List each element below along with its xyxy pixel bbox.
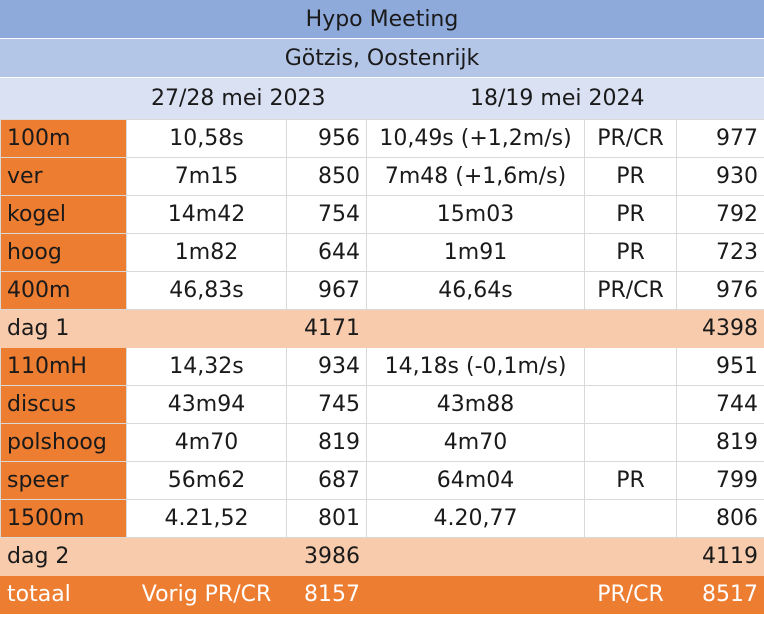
empty-cell <box>126 537 287 576</box>
result-2023: 7m15 <box>126 157 287 196</box>
result-2024: 10,49s (+1,2m/s) <box>366 119 585 158</box>
points-2023: 956 <box>286 119 367 158</box>
event-label: discus <box>0 385 127 424</box>
event-label: 110mH <box>0 347 127 386</box>
record-note <box>584 499 677 538</box>
record-note: PR <box>584 157 677 196</box>
event-row: hoog 1m82 644 1m91 PR 723 <box>0 233 764 272</box>
sheet-title: Hypo Meeting <box>0 0 764 39</box>
empty-cell <box>584 537 677 576</box>
points-2024: 819 <box>676 423 764 462</box>
event-label: kogel <box>0 195 127 234</box>
column-header-band: 27/28 mei 2023 18/19 mei 2024 <box>0 78 764 119</box>
event-label: polshoog <box>0 423 127 462</box>
result-2024: 43m88 <box>366 385 585 424</box>
event-row: speer 56m62 687 64m04 PR 799 <box>0 461 764 500</box>
result-2024: 1m91 <box>366 233 585 272</box>
event-label: ver <box>0 157 127 196</box>
header-2024: 18/19 mei 2024 <box>470 86 645 111</box>
points-2024: 744 <box>676 385 764 424</box>
event-row: 100m 10,58s 956 10,49s (+1,2m/s) PR/CR 9… <box>0 119 764 158</box>
points-2024: 792 <box>676 195 764 234</box>
record-note: PR <box>584 233 677 272</box>
result-2023: 4.21,52 <box>126 499 287 538</box>
record-note: PR/CR <box>584 119 677 158</box>
record-note <box>584 423 677 462</box>
points-2024: 930 <box>676 157 764 196</box>
day1-subtotal-row: dag 1 4171 4398 <box>0 309 764 348</box>
empty-cell <box>126 309 287 348</box>
day2-subtotal-row: dag 2 3986 4119 <box>0 537 764 576</box>
points-2024: 723 <box>676 233 764 272</box>
points-2023: 850 <box>286 157 367 196</box>
event-row: 1500m 4.21,52 801 4.20,77 806 <box>0 499 764 538</box>
points-2023: 819 <box>286 423 367 462</box>
points-2024: 976 <box>676 271 764 310</box>
points-2023: 934 <box>286 347 367 386</box>
total-points-2023: 8157 <box>286 575 367 614</box>
empty-cell <box>366 537 585 576</box>
points-2024: 977 <box>676 119 764 158</box>
day2-points-2024: 4119 <box>676 537 764 576</box>
event-label: 1500m <box>0 499 127 538</box>
points-2023: 745 <box>286 385 367 424</box>
empty-cell <box>366 575 585 614</box>
total-points-2024: 8517 <box>676 575 764 614</box>
points-2023: 644 <box>286 233 367 272</box>
points-2023: 754 <box>286 195 367 234</box>
results-table: 100m 10,58s 956 10,49s (+1,2m/s) PR/CR 9… <box>0 119 764 614</box>
result-2024: 4m70 <box>366 423 585 462</box>
result-2023: 43m94 <box>126 385 287 424</box>
event-row: 110mH 14,32s 934 14,18s (-0,1m/s) 951 <box>0 347 764 386</box>
points-2024: 951 <box>676 347 764 386</box>
result-2023: 14,32s <box>126 347 287 386</box>
points-2024: 799 <box>676 461 764 500</box>
total-note-2024: PR/CR <box>584 575 677 614</box>
header-2023: 27/28 mei 2023 <box>151 86 326 111</box>
day2-label: dag 2 <box>0 537 127 576</box>
result-2023: 14m42 <box>126 195 287 234</box>
total-note-2023: Vorig PR/CR <box>126 575 287 614</box>
event-row: ver 7m15 850 7m48 (+1,6m/s) PR 930 <box>0 157 764 196</box>
day1-label: dag 1 <box>0 309 127 348</box>
event-label: speer <box>0 461 127 500</box>
total-label: totaal <box>0 575 127 614</box>
day1-points-2024: 4398 <box>676 309 764 348</box>
result-2024: 14,18s (-0,1m/s) <box>366 347 585 386</box>
result-2023: 56m62 <box>126 461 287 500</box>
empty-cell <box>584 309 677 348</box>
points-2023: 801 <box>286 499 367 538</box>
result-2024: 4.20,77 <box>366 499 585 538</box>
result-2024: 46,64s <box>366 271 585 310</box>
result-2024: 15m03 <box>366 195 585 234</box>
event-label: 400m <box>0 271 127 310</box>
result-2023: 46,83s <box>126 271 287 310</box>
points-2023: 967 <box>286 271 367 310</box>
result-2024: 7m48 (+1,6m/s) <box>366 157 585 196</box>
result-2023: 10,58s <box>126 119 287 158</box>
record-note: PR <box>584 195 677 234</box>
points-2023: 687 <box>286 461 367 500</box>
event-row: kogel 14m42 754 15m03 PR 792 <box>0 195 764 234</box>
points-2024: 806 <box>676 499 764 538</box>
sheet-subtitle: Götzis, Oostenrijk <box>0 39 764 78</box>
event-row: polshoog 4m70 819 4m70 819 <box>0 423 764 462</box>
day1-points-2023: 4171 <box>286 309 367 348</box>
result-2023: 4m70 <box>126 423 287 462</box>
event-row: 400m 46,83s 967 46,64s PR/CR 976 <box>0 271 764 310</box>
result-2024: 64m04 <box>366 461 585 500</box>
event-label: hoog <box>0 233 127 272</box>
grand-total-row: totaal Vorig PR/CR 8157 PR/CR 8517 <box>0 575 764 614</box>
record-note: PR/CR <box>584 271 677 310</box>
event-row: discus 43m94 745 43m88 744 <box>0 385 764 424</box>
record-note: PR <box>584 461 677 500</box>
result-2023: 1m82 <box>126 233 287 272</box>
event-label: 100m <box>0 119 127 158</box>
day2-points-2023: 3986 <box>286 537 367 576</box>
record-note <box>584 385 677 424</box>
empty-cell <box>366 309 585 348</box>
record-note <box>584 347 677 386</box>
